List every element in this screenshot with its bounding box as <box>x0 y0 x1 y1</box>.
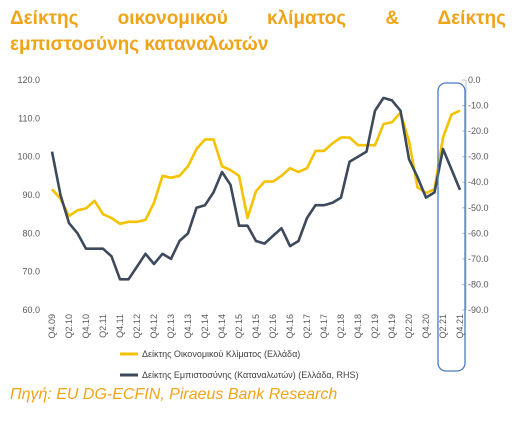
right-tick-label: -70.0 <box>468 254 489 264</box>
right-tick-label: -60.0 <box>468 228 489 238</box>
series-group <box>50 96 462 281</box>
right-tick-label: -90.0 <box>468 305 489 315</box>
x-tick-label: Q2.21 <box>438 314 448 339</box>
x-tick-label: Q4.10 <box>81 314 91 339</box>
right-tick-label: -30.0 <box>468 152 489 162</box>
legend-label-economic-climate: Δείκτης Οικονομικού Κλίματος (Ελλάδα) <box>142 349 300 359</box>
x-tick-label: Q4.12 <box>149 314 159 339</box>
x-tick-label: Q4.21 <box>455 314 465 339</box>
left-tick-label: 60.0 <box>22 305 40 315</box>
x-tick-label: Q4.16 <box>285 314 295 339</box>
right-tick-label: -80.0 <box>468 279 489 289</box>
left-tick-label: 110.0 <box>18 113 40 123</box>
x-tick-label: Q2.15 <box>234 314 244 339</box>
series-line-economic-climate <box>51 109 461 226</box>
left-tick-label: 70.0 <box>22 267 40 277</box>
left-tick-label: 100.0 <box>17 152 40 162</box>
x-tick-label: Q2.16 <box>268 314 278 339</box>
legend: Δείκτης Οικονομικού Κλίματος (Ελλάδα) Δε… <box>120 349 359 380</box>
x-tick-label: Q4.14 <box>217 314 227 339</box>
right-tick-label: -40.0 <box>468 177 489 187</box>
title-line-1: Δείκτης οικονομικού κλίματος & Δείκτης <box>10 8 506 29</box>
x-tick-label: Q2.12 <box>132 314 142 339</box>
x-tick-label: Q2.20 <box>404 314 414 339</box>
chart-title: Δείκτης οικονομικού κλίματος & Δείκτης ε… <box>10 6 506 58</box>
x-tick-label: Q2.10 <box>64 314 74 339</box>
x-tick-label: Q2.14 <box>200 314 210 339</box>
right-tick-label: -50.0 <box>468 203 489 213</box>
left-tick-label: 90.0 <box>22 190 40 200</box>
right-tick-label: 0.0 <box>468 75 481 85</box>
x-tick-label: Q4.11 <box>115 314 125 338</box>
series-line-consumer-confidence <box>50 96 462 281</box>
x-tick-label: Q4.20 <box>421 314 431 339</box>
left-tick-label: 120.0 <box>17 75 40 85</box>
right-tick-label: -10.0 <box>468 101 489 111</box>
x-tick-label: Q2.17 <box>302 314 312 339</box>
x-tick-label: Q4.13 <box>183 314 193 339</box>
right-tick-label: -20.0 <box>468 126 489 136</box>
x-tick-label: Q2.19 <box>370 314 380 339</box>
right-axis: 0.0 -10.0 -20.0 -30.0 -40.0 -50.0 -60.0 -70.0 -8… <box>462 75 489 315</box>
left-tick-label: 80.0 <box>22 228 40 238</box>
x-tick-label: Q4.09 <box>47 314 57 339</box>
line-chart: 120.0 110.0 100.0 90.0 80.0 70.0 60.0 0.0 -10.0… <box>17 75 489 380</box>
x-tick-label: Q4.19 <box>387 314 397 339</box>
x-tick-label: Q2.13 <box>166 314 176 339</box>
x-tick-label: Q4.17 <box>319 314 329 339</box>
left-axis: 120.0 110.0 100.0 90.0 80.0 70.0 60.0 <box>17 75 40 315</box>
source-note: Πηγή: EU DG-ECFIN, Piraeus Bank Research <box>10 386 338 403</box>
x-tick-label: Q4.18 <box>353 314 363 339</box>
x-tick-label: Q2.18 <box>336 314 346 339</box>
x-tick-label: Q4.15 <box>251 314 261 339</box>
legend-label-consumer-confidence: Δείκτης Εμπιστοσύνης (Καταναλωτών) (Ελλά… <box>142 370 359 380</box>
highlight-box <box>437 82 466 372</box>
x-axis: Q4.09 Q2.10 Q4.10 Q2.11 Q4.11 Q2.12 Q4.12 Q2.13… <box>47 314 465 339</box>
x-tick-label: Q2.11 <box>98 314 108 338</box>
title-line-2: εμπιστοσύνης καταναλωτών <box>10 34 269 55</box>
